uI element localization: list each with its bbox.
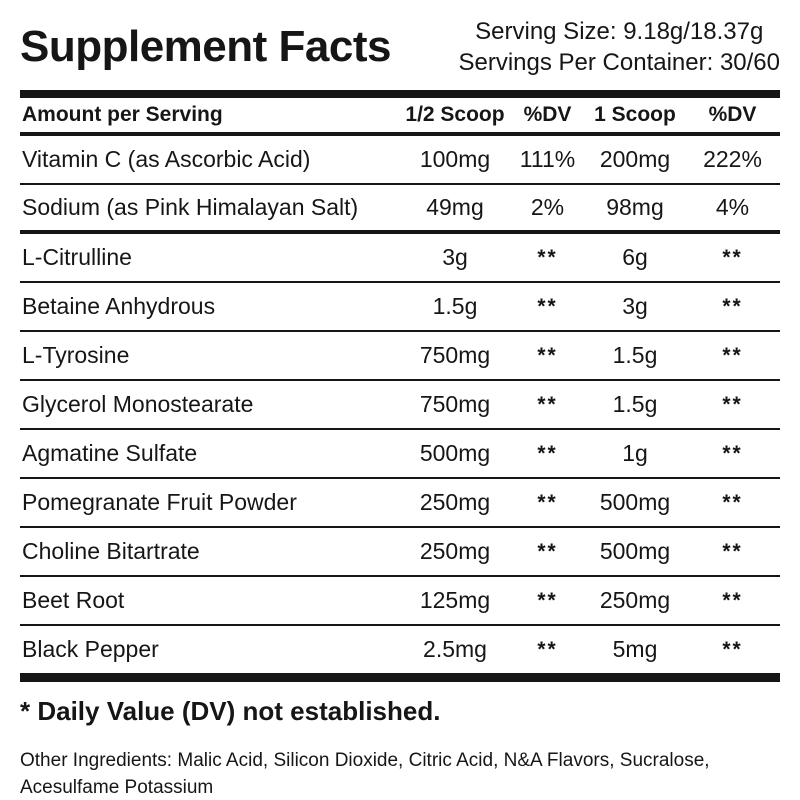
half-scoop-amount: 750mg [419, 391, 491, 417]
one-scoop-amount: 200mg [599, 146, 671, 172]
servings-per-container-text: Servings Per Container: 30/60 [458, 49, 780, 76]
ingredient-name: L-Citrulline [22, 244, 132, 270]
table-row: Agmatine Sulfate 500mg ** 1g ** [20, 430, 780, 479]
half-scoop-dv: ** [537, 441, 558, 465]
daily-value-footnote: * Daily Value (DV) not established. [20, 696, 441, 726]
ingredient-name: L-Tyrosine [22, 342, 130, 368]
table-row: Choline Bitartrate 250mg ** 500mg ** [20, 528, 780, 577]
half-scoop-amount: 500mg [419, 440, 491, 466]
one-scoop-dv: 222% [703, 146, 762, 172]
table-row: Pomegranate Fruit Powder 250mg ** 500mg … [20, 479, 780, 528]
one-scoop-dv: ** [722, 392, 743, 416]
one-scoop-amount: 5mg [612, 636, 658, 662]
ingredient-name: Beet Root [22, 587, 125, 613]
one-scoop-dv: ** [722, 343, 743, 367]
one-scoop-amount: 500mg [599, 538, 671, 564]
one-scoop-dv: ** [722, 294, 743, 318]
half-scoop-amount: 250mg [419, 538, 491, 564]
half-scoop-amount: 250mg [419, 489, 491, 515]
page-title: Supplement Facts [20, 22, 391, 71]
half-scoop-dv: ** [537, 588, 558, 612]
label-header: Supplement Facts Serving Size: 9.18g/18.… [20, 0, 780, 90]
one-scoop-dv: ** [722, 637, 743, 661]
one-scoop-dv: ** [722, 490, 743, 514]
ingredient-name: Black Pepper [22, 636, 159, 662]
half-scoop-dv: 2% [530, 194, 565, 220]
table-row: Betaine Anhydrous 1.5g ** 3g ** [20, 283, 780, 332]
one-scoop-dv: ** [722, 245, 743, 269]
table-row: Glycerol Monostearate 750mg ** 1.5g ** [20, 381, 780, 430]
ingredient-name: Agmatine Sulfate [22, 440, 198, 466]
column-header-one-dv: %DV [708, 103, 757, 126]
one-scoop-amount: 250mg [599, 587, 671, 613]
half-scoop-amount: 49mg [426, 194, 484, 220]
table-end-bar [20, 673, 780, 682]
one-scoop-amount: 1g [622, 440, 648, 466]
table-row: L-Tyrosine 750mg ** 1.5g ** [20, 332, 780, 381]
half-scoop-dv: ** [537, 245, 558, 269]
half-scoop-dv: ** [537, 539, 558, 563]
column-header-half-dv: %DV [523, 103, 572, 126]
header-divider-bar [20, 90, 780, 98]
half-scoop-amount: 100mg [419, 146, 491, 172]
half-scoop-dv: ** [537, 294, 558, 318]
one-scoop-amount: 1.5g [612, 342, 658, 368]
column-header-amount: Amount per Serving [22, 103, 223, 126]
ingredient-name: Vitamin C (as Ascorbic Acid) [22, 146, 311, 172]
half-scoop-amount: 125mg [419, 587, 491, 613]
column-header-half-scoop: 1/2 Scoop [405, 103, 505, 126]
other-ingredients: Other Ingredients: Malic Acid, Silicon D… [20, 747, 780, 800]
ingredient-name: Betaine Anhydrous [22, 293, 216, 319]
table-row: Sodium (as Pink Himalayan Salt) 49mg 2% … [20, 185, 780, 234]
half-scoop-amount: 1.5g [432, 293, 478, 319]
table-row: Beet Root 125mg ** 250mg ** [20, 577, 780, 626]
table-row: Vitamin C (as Ascorbic Acid) 100mg 111% … [20, 136, 780, 185]
half-scoop-dv: 111% [519, 146, 576, 172]
table-row: L-Citrulline 3g ** 6g ** [20, 234, 780, 283]
table-row: Black Pepper 2.5mg ** 5mg ** [20, 626, 780, 673]
one-scoop-amount: 6g [622, 244, 648, 270]
half-scoop-dv: ** [537, 637, 558, 661]
one-scoop-amount: 98mg [606, 194, 664, 220]
one-scoop-amount: 500mg [599, 489, 671, 515]
ingredient-name: Pomegranate Fruit Powder [22, 489, 297, 515]
other-ingredients-line2: Acesulfame Potassium [20, 777, 214, 798]
one-scoop-amount: 1.5g [612, 391, 658, 417]
serving-size-text: Serving Size: 9.18g/18.37g [475, 18, 764, 45]
ingredient-name: Choline Bitartrate [22, 538, 200, 564]
one-scoop-dv: ** [722, 588, 743, 612]
ingredient-name: Glycerol Monostearate [22, 391, 254, 417]
one-scoop-dv: ** [722, 539, 743, 563]
ingredient-name: Sodium (as Pink Himalayan Salt) [22, 194, 359, 220]
serving-info: Serving Size: 9.18g/18.37g Servings Per … [458, 16, 780, 78]
table-header-row: Amount per Serving 1/2 Scoop %DV 1 Scoop… [20, 98, 780, 136]
one-scoop-dv: ** [722, 441, 743, 465]
one-scoop-dv: 4% [715, 194, 750, 220]
half-scoop-dv: ** [537, 343, 558, 367]
half-scoop-amount: 3g [442, 244, 468, 270]
other-ingredients-line1: Other Ingredients: Malic Acid, Silicon D… [20, 750, 710, 771]
column-header-one-scoop: 1 Scoop [594, 103, 676, 126]
half-scoop-amount: 750mg [419, 342, 491, 368]
one-scoop-amount: 3g [622, 293, 648, 319]
half-scoop-dv: ** [537, 392, 558, 416]
half-scoop-amount: 2.5mg [423, 636, 487, 662]
half-scoop-dv: ** [537, 490, 558, 514]
